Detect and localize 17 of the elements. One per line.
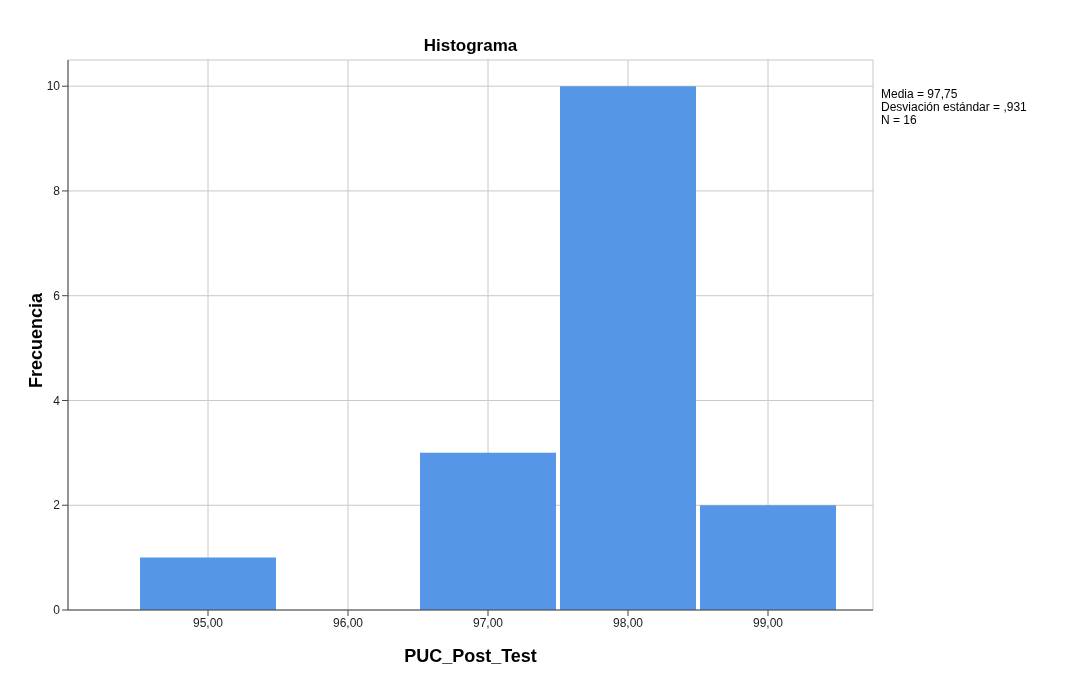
text: N = 16 [881, 113, 918, 127]
x-tick-label: 97,00 [472, 615, 504, 630]
text: Desviación estándar = ,931 [881, 100, 1027, 114]
y-tick-label: 0 [53, 603, 61, 618]
x-tick-label: 96,00 [332, 615, 364, 630]
x-tick-label: 95,00 [192, 615, 224, 630]
y-tick-label: 2 [53, 498, 61, 513]
x-axis-title: PUC_Post_Test [403, 646, 538, 667]
x-tick-label: 98,00 [612, 615, 644, 630]
y-tick-label: 4 [53, 393, 61, 408]
y-tick-label: 8 [53, 184, 61, 199]
y-axis-title: Frecuencia [25, 292, 47, 391]
x-tick-label: 99,00 [752, 615, 784, 630]
text: Media = 97,75 [881, 87, 959, 101]
y-tick-label: 6 [53, 288, 61, 303]
chart-title: Histograma [422, 36, 519, 56]
y-tick-label: 10 [46, 79, 61, 94]
